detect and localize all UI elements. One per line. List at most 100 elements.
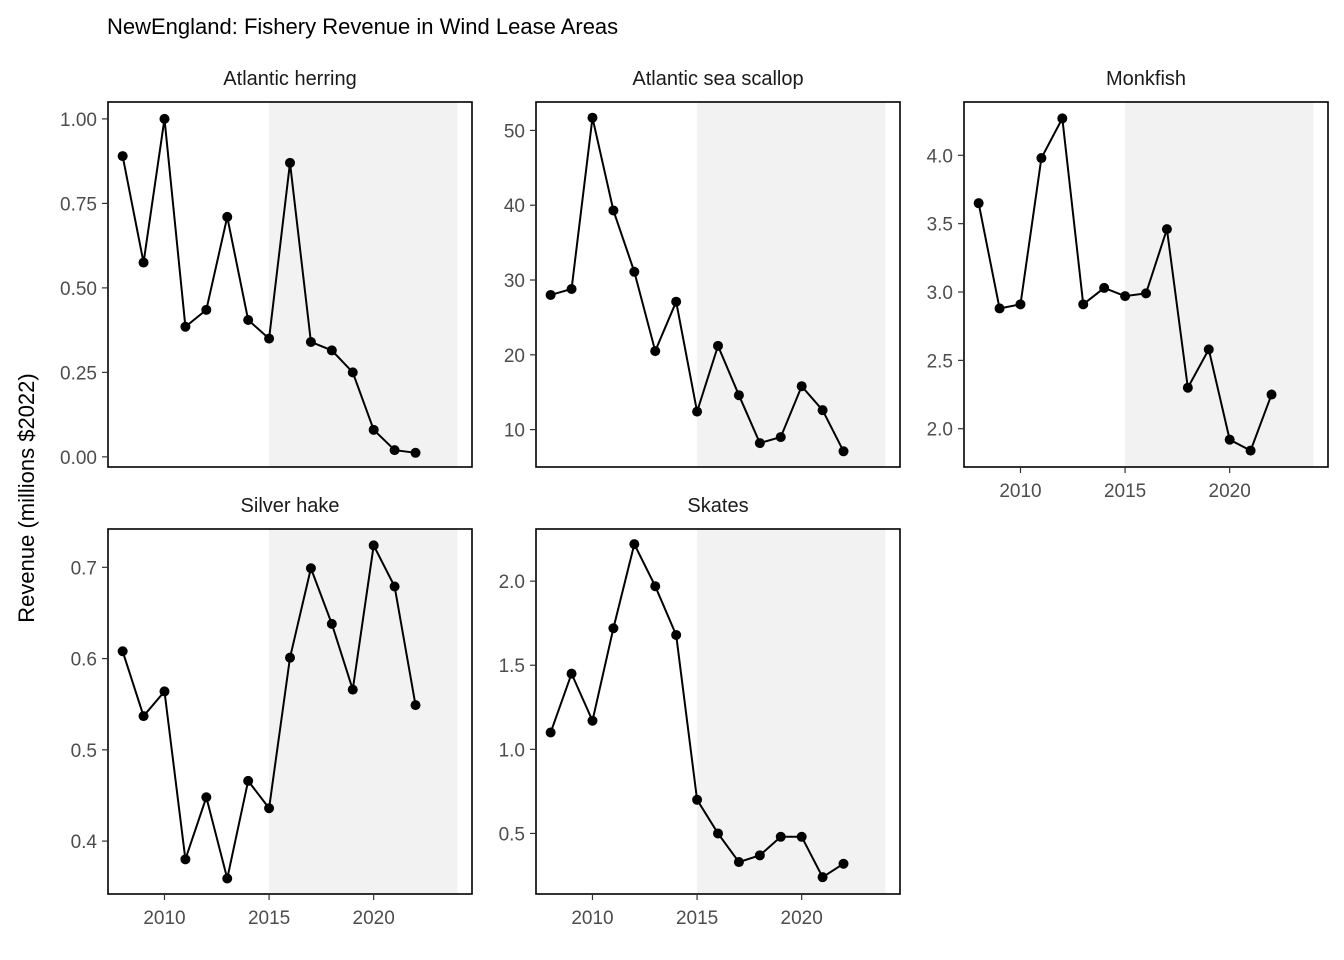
data-point <box>587 112 598 123</box>
y-tick-label: 3.0 <box>927 283 953 304</box>
data-point <box>692 794 703 805</box>
data-point <box>733 857 744 868</box>
data-point <box>159 686 170 697</box>
facet-panel: Monkfish 2.0 2.5 3.0 3.5 4.0 2010 2015 2020 <box>927 68 1329 502</box>
data-point <box>692 406 703 417</box>
data-point <box>305 336 316 347</box>
facet-panel: Skates 0.5 1.0 1.5 2.0 2010 2015 2020 <box>499 495 901 929</box>
data-point <box>796 381 807 392</box>
x-tick-label: 2010 <box>143 908 185 929</box>
facet-title: Monkfish <box>1106 68 1186 90</box>
y-tick-label: 0.7 <box>71 558 97 579</box>
shaded-region <box>269 102 458 467</box>
data-point <box>650 581 661 592</box>
facet-title: Skates <box>687 495 748 517</box>
data-point <box>733 390 744 401</box>
data-point <box>754 850 765 861</box>
x-tick-label: 2020 <box>1209 481 1251 502</box>
data-point <box>326 618 337 629</box>
x-tick-label: 2020 <box>353 908 395 929</box>
data-point <box>1182 382 1193 393</box>
data-point <box>838 446 849 457</box>
y-tick-label: 2.5 <box>927 351 953 372</box>
y-tick-label: 2.0 <box>499 572 525 593</box>
data-point <box>608 205 619 216</box>
data-point <box>264 803 275 814</box>
y-tick-label: 50 <box>504 121 525 142</box>
y-tick-label: 0.4 <box>71 832 98 853</box>
y-tick-label: 30 <box>504 271 525 292</box>
data-point <box>671 296 682 307</box>
data-point <box>1057 113 1068 124</box>
facet-panel: Silver hake 0.4 0.5 0.6 0.7 2010 2015 2020 <box>71 495 473 929</box>
data-point <box>587 715 598 726</box>
data-point <box>347 367 358 378</box>
data-point <box>566 668 577 679</box>
data-point <box>347 684 358 695</box>
data-point <box>775 831 786 842</box>
y-tick-label: 1.0 <box>499 740 525 761</box>
data-point <box>285 157 295 168</box>
x-tick-label: 2020 <box>781 908 823 929</box>
data-point <box>410 700 421 711</box>
data-point <box>817 405 828 416</box>
facet-panel: Atlantic herring 0.00 0.25 0.50 0.75 1.00 <box>60 68 473 469</box>
data-point <box>1245 445 1256 456</box>
data-point <box>1203 344 1214 355</box>
data-point <box>608 623 619 634</box>
data-point <box>545 289 556 300</box>
data-point <box>368 540 379 551</box>
x-tick-label: 2015 <box>248 908 290 929</box>
data-point <box>222 211 233 222</box>
data-point <box>326 345 337 356</box>
data-point <box>754 438 765 449</box>
data-point <box>629 266 640 277</box>
data-point <box>817 872 828 883</box>
data-point <box>994 303 1005 314</box>
shaded-region <box>697 529 886 894</box>
data-point <box>201 792 212 803</box>
data-point <box>1161 224 1172 235</box>
y-tick-label: 0.5 <box>499 824 525 845</box>
data-point <box>1120 291 1131 302</box>
y-tick-label: 3.5 <box>927 215 953 236</box>
y-tick-label: 4.0 <box>927 146 953 167</box>
data-point <box>650 346 661 357</box>
data-point <box>243 775 254 786</box>
data-point <box>1015 299 1026 310</box>
data-point <box>796 831 807 842</box>
data-point <box>545 727 556 738</box>
data-point <box>159 113 170 124</box>
data-point <box>566 283 577 294</box>
y-tick-label: 0.6 <box>71 650 97 671</box>
data-point <box>243 314 254 325</box>
panel-border <box>535 528 901 895</box>
facet-title: Atlantic herring <box>223 68 356 90</box>
y-tick-label: 0.5 <box>71 741 97 762</box>
data-point <box>973 198 984 209</box>
data-point <box>1224 434 1235 445</box>
data-point <box>117 646 128 657</box>
shaded-region <box>1125 102 1314 467</box>
panel-border <box>107 101 473 468</box>
data-point <box>389 581 400 592</box>
data-point <box>264 333 275 344</box>
facet-title: Atlantic sea scallop <box>632 68 803 90</box>
data-point <box>389 445 400 456</box>
x-tick-label: 2010 <box>999 481 1041 502</box>
data-point <box>138 711 149 722</box>
panels: Atlantic herring0.000.250.500.751.00Atla… <box>60 68 1329 929</box>
y-tick-label: 1.00 <box>60 110 97 131</box>
data-point <box>775 432 786 443</box>
shaded-region <box>269 529 458 894</box>
data-point <box>1078 299 1089 310</box>
data-point <box>1266 389 1277 400</box>
data-point <box>838 858 849 869</box>
panel-border <box>963 101 1329 468</box>
data-point <box>138 257 149 268</box>
data-point <box>201 304 212 315</box>
y-tick-label: 10 <box>504 421 525 442</box>
y-tick-label: 0.00 <box>60 448 97 469</box>
y-tick-label: 0.50 <box>60 279 97 300</box>
